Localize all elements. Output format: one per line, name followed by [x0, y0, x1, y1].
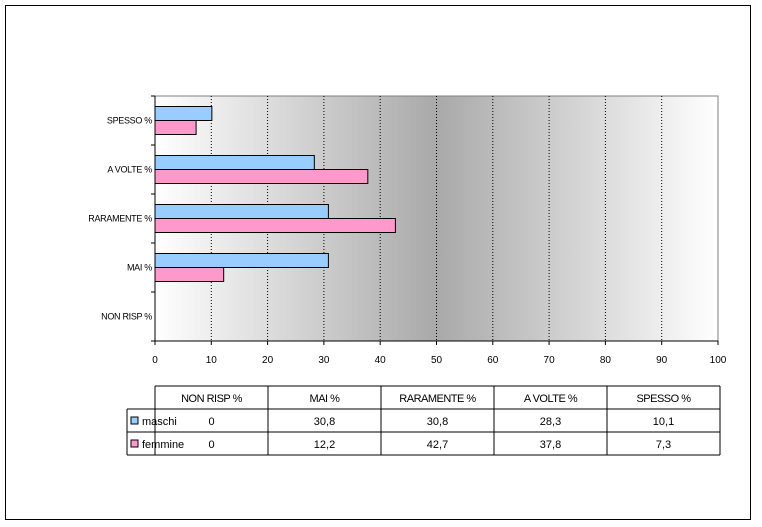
bar-maschi-1 — [154, 253, 329, 268]
x-tick-label-50: 50 — [431, 355, 443, 366]
category-label-4: SPESSO % — [107, 116, 152, 126]
bar-femmine-4 — [154, 120, 197, 135]
table-header-0: NON RISP % — [181, 393, 243, 405]
table-cell-maschi-3: 28,3 — [540, 416, 561, 428]
category-label-0: NON RISP % — [101, 312, 152, 322]
legend-swatch-maschi — [130, 416, 139, 425]
table-cell-maschi-0: 0 — [208, 416, 214, 428]
x-tick-label-40: 40 — [375, 355, 387, 366]
x-tick-label-0: 0 — [152, 355, 158, 366]
x-tick-label-60: 60 — [487, 355, 499, 366]
bar-maschi-4 — [154, 106, 213, 121]
x-tick-label-10: 10 — [206, 355, 218, 366]
x-tick-label-90: 90 — [656, 355, 668, 366]
x-tick-label-100: 100 — [710, 355, 727, 366]
bar-femmine-1 — [154, 267, 225, 282]
table-header-4: SPESSO % — [636, 393, 691, 405]
table-header-2: RARAMENTE % — [399, 393, 476, 405]
bar-femmine-3 — [154, 169, 369, 184]
category-label-1: MAI % — [127, 263, 152, 273]
data-table: NON RISP % MAI % RARAMENTE % A VOLTE % SPESS… — [126, 385, 721, 456]
table-cell-maschi-2: 30,8 — [427, 416, 448, 428]
x-tick-label-70: 70 — [544, 355, 556, 366]
bars — [154, 106, 396, 282]
gridlines — [210, 96, 663, 341]
axes: 0 10 20 30 40 50 60 70 80 90 100 NON RISP % MAI % RAR… — [88, 95, 727, 366]
table-cell-femmine-3: 37,8 — [540, 439, 561, 451]
legend-swatch-femmine — [130, 439, 139, 448]
x-tick-label-80: 80 — [600, 355, 612, 366]
category-label-3: A VOLTE % — [107, 165, 152, 175]
category-label-2: RARAMENTE % — [88, 214, 152, 224]
x-tick-label-30: 30 — [318, 355, 330, 366]
x-tick-label-20: 20 — [262, 355, 274, 366]
table-cell-femmine-4: 7,3 — [656, 439, 671, 451]
legend-label-femmine: femmine — [142, 439, 184, 451]
bar-femmine-2 — [154, 218, 396, 233]
table-header-3: A VOLTE % — [524, 393, 578, 405]
table-header-1: MAI % — [310, 393, 341, 405]
legend-label-maschi: maschi — [142, 416, 177, 428]
bar-maschi-3 — [154, 155, 315, 170]
bar-maschi-2 — [154, 204, 329, 219]
table-cell-femmine-2: 42,7 — [427, 439, 448, 451]
table-cell-maschi-1: 30,8 — [314, 416, 335, 428]
table-cell-femmine-1: 12,2 — [314, 439, 335, 451]
table-cell-maschi-4: 10,1 — [653, 416, 674, 428]
table-cell-femmine-0: 0 — [208, 439, 214, 451]
